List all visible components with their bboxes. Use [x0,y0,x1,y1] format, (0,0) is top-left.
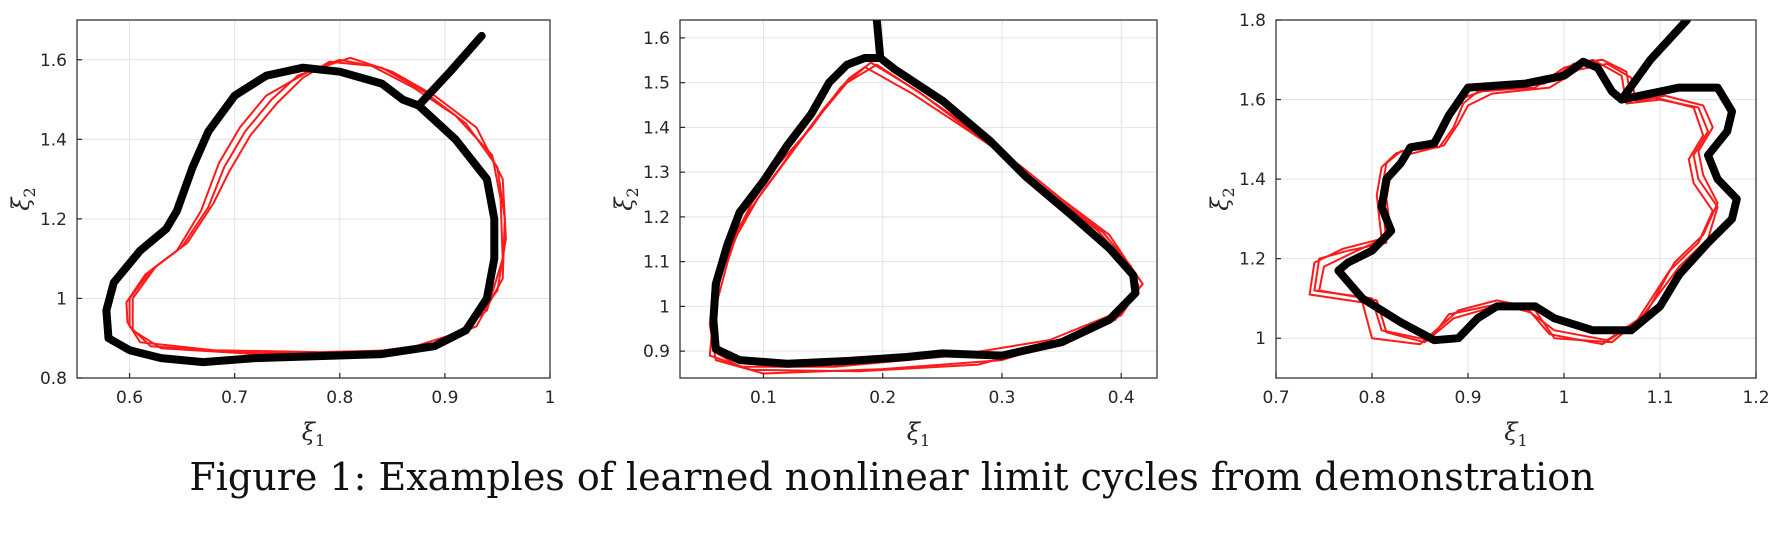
y-tick-label: 1.8 [1239,11,1266,31]
y-tick-label: 1.4 [643,118,670,138]
x-tick-label: 1.2 [1742,388,1769,408]
x-tick-label: 0.2 [869,388,896,408]
axes-frame [679,19,1158,379]
y-tick-label: 1.4 [1239,170,1266,190]
x-tick-label: 0.7 [221,388,248,408]
chart-panel-left: 0.6 0.7 0.8 0.9 1 0.8 1 1.2 1.4 1.6 ξ1 ξ2 [7,19,556,450]
x-tick-label: 0.6 [116,388,143,408]
x-tick-label: 0.9 [431,388,458,408]
axes-frame [1275,19,1757,379]
y-axis-label: ξ2 [1206,187,1238,210]
y-tick-label: 1.1 [643,253,670,273]
figure-caption: Figure 1: Examples of learned nonlinear … [189,455,1595,499]
demonstration-line [1308,58,1714,346]
x-tick-label: 0.8 [326,388,353,408]
x-axis-label: ξ1 [1504,418,1527,450]
y-tick-label: 1.2 [40,210,67,230]
demonstration-line [128,58,506,356]
x-tick-label: 0.7 [1262,388,1289,408]
x-tick-label: 1 [1559,388,1570,408]
y-axis-label: ξ2 [610,187,642,210]
learned-limit-cycle-line [1334,20,1741,345]
y-tick-label: 1.4 [40,130,67,150]
demonstration-line [1318,62,1719,344]
y-tick-label: 1.6 [40,51,67,71]
y-axis-label: ξ2 [7,187,39,210]
x-tick-label: 0.4 [1108,388,1135,408]
y-tick-label: 1.3 [643,163,670,183]
x-tick-label: 0.9 [1454,388,1481,408]
plot-area [708,20,1144,375]
y-tick-label: 1.2 [643,208,670,228]
learned-limit-cycle-line [709,20,1140,368]
learned-limit-cycle-line [102,31,499,367]
y-tick-label: 1.6 [1239,91,1266,111]
x-tick-label: 0.1 [750,388,777,408]
plot-area [102,31,507,367]
y-tick-label: 1.6 [643,29,670,49]
x-tick-label: 1.1 [1646,388,1673,408]
demonstration-line [125,56,507,354]
x-tick-label: 1 [545,388,556,408]
chart-panel-right: 0.7 0.8 0.9 1 1.1 1.2 1 1.2 1.4 1.6 1.8 ξ1 ξ2 [1206,11,1770,450]
x-tick-label: 0.8 [1358,388,1385,408]
y-tick-label: 1 [1255,329,1266,349]
x-tick-label: 0.3 [988,388,1015,408]
plot-area [1308,20,1741,346]
y-tick-label: 0.9 [643,342,670,362]
y-tick-label: 1 [56,289,67,309]
axes-frame [76,19,551,379]
demonstration-line [1313,58,1719,344]
y-tick-label: 1 [659,297,670,317]
chart-panel-middle: 0.1 0.2 0.3 0.4 0.9 1 1.1 1.2 1.3 1.4 1.5 1.6 ξ1 ξ2 [610,19,1158,450]
y-tick-label: 0.8 [40,369,67,389]
x-axis-label: ξ1 [302,418,325,450]
x-axis-label: ξ1 [907,418,930,450]
y-tick-label: 1.5 [643,74,670,94]
y-tick-label: 1.2 [1239,250,1266,270]
